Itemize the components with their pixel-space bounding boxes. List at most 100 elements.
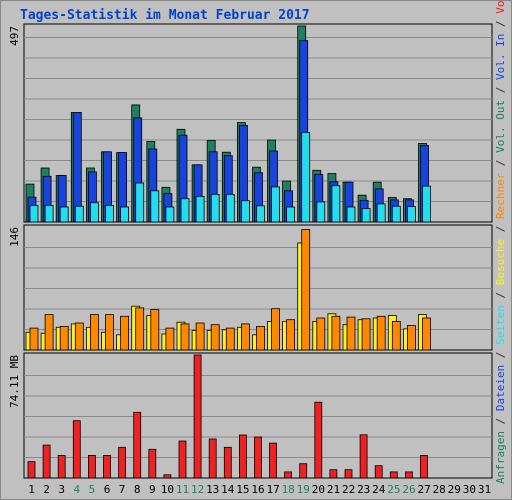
bar-rechner-day-20 (316, 317, 326, 351)
bar-seiten-day-17 (271, 186, 280, 223)
x-tick-label-18: 18 (282, 483, 295, 496)
bar-volumen-day-5 (88, 454, 96, 479)
x-tick-label-10: 10 (161, 483, 174, 496)
bar-volumen-day-3 (57, 454, 66, 479)
bar-seiten-day-23 (361, 208, 371, 223)
bar-seiten-day-10 (165, 206, 175, 223)
legend-entry: Besuche (494, 239, 507, 285)
bar-volumen-day-4 (72, 420, 81, 479)
x-tick-label-16: 16 (251, 483, 264, 496)
x-tick-label-27: 27 (417, 483, 430, 496)
x-tick-label-5: 5 (89, 483, 96, 496)
bar-rechner-day-7 (120, 315, 129, 351)
bar-rechner-day-22 (346, 316, 356, 351)
bar-volumen-day-23 (359, 434, 368, 479)
bar-volumen-day-7 (118, 446, 126, 479)
bar-rechner-day-1 (29, 327, 39, 351)
bar-rechner-day-18 (286, 319, 296, 351)
bar-seiten-day-14 (225, 193, 235, 223)
right-legend: Anfragen / Dateien / Seiten / Besuche / … (494, 0, 507, 484)
bar-rechner-day-10 (165, 327, 175, 351)
bar-volumen-day-20 (314, 401, 323, 479)
bar-seiten-day-19 (301, 132, 311, 223)
legend-entry: / (494, 219, 507, 239)
x-tick-label-7: 7 (119, 483, 126, 496)
bar-volumen-day-14 (223, 446, 232, 479)
bar-seiten-day-3 (59, 206, 69, 223)
bar-seiten-day-7 (120, 206, 129, 223)
bar-seiten-day-13 (210, 193, 220, 223)
bar-rechner-day-26 (406, 325, 416, 351)
x-tick-label-22: 22 (342, 483, 355, 496)
bar-rechner-day-14 (225, 327, 235, 351)
bar-rechner-day-25 (391, 320, 401, 351)
bar-volumen-day-10 (163, 474, 172, 479)
bar-volumen-day-26 (404, 471, 413, 479)
bar-rechner-day-15 (240, 323, 250, 351)
bar-volumen-day-2 (42, 444, 51, 479)
bar-volumen-day-13 (208, 438, 217, 479)
y-max-label-top: 497 (8, 26, 21, 46)
bar-rechner-day-17 (271, 308, 280, 351)
legend-entry: Dateien (494, 365, 507, 411)
bar-seiten-day-16 (256, 205, 265, 223)
bar-rechner-day-4 (74, 322, 84, 351)
legend-entry: Anfragen (494, 431, 507, 484)
bar-rechner-day-21 (331, 315, 341, 351)
bar-volumen-day-16 (254, 436, 262, 479)
x-tick-label-31: 31 (478, 483, 491, 496)
bar-volumen-day-25 (389, 471, 398, 479)
bar-rechner-day-12 (195, 322, 205, 351)
bar-volumen-day-15 (238, 434, 247, 479)
legend-entry: / (494, 80, 507, 100)
x-tick-label-20: 20 (312, 483, 325, 496)
bar-seiten-day-6 (105, 204, 114, 223)
y-max-label-mid: 146 (8, 227, 21, 247)
bar-volumen-day-9 (148, 448, 157, 479)
bar-rechner-day-3 (59, 325, 69, 351)
legend-entry: / (494, 411, 507, 431)
bar-rechner-day-5 (90, 314, 99, 351)
bar-volumen-day-1 (27, 461, 36, 479)
x-tick-label-9: 9 (149, 483, 156, 496)
bar-volumen-day-8 (133, 411, 142, 479)
bar-rechner-day-13 (210, 324, 220, 351)
x-tick-label-19: 19 (297, 483, 310, 496)
bar-rechner-day-6 (105, 314, 114, 351)
bar-seiten-day-9 (150, 190, 160, 223)
legend-entry: / (494, 14, 507, 34)
bar-volumen-day-6 (103, 454, 111, 479)
bar-rechner-day-2 (44, 314, 54, 351)
bar-seiten-day-21 (331, 185, 341, 223)
legend-entry: Vol. In (494, 34, 507, 80)
x-tick-label-8: 8 (134, 483, 141, 496)
x-tick-label-12: 12 (191, 483, 204, 496)
bar-seiten-day-18 (286, 206, 296, 223)
bar-rechner-day-8 (135, 307, 145, 351)
bar-seiten-day-15 (240, 200, 250, 223)
x-tick-label-29: 29 (448, 483, 461, 496)
bar-volumen-day-17 (269, 442, 277, 479)
x-tick-label-4: 4 (73, 483, 80, 496)
bar-rechner-day-19 (301, 229, 311, 351)
x-tick-label-23: 23 (357, 483, 370, 496)
bar-rechner-day-27 (422, 317, 431, 351)
x-tick-label-25: 25 (387, 483, 400, 496)
bar-rechner-day-16 (256, 325, 265, 351)
bar-rechner-day-11 (180, 323, 190, 351)
bar-seiten-day-1 (29, 204, 39, 223)
x-tick-label-1: 1 (28, 483, 35, 496)
legend-entry: Seiten (494, 305, 507, 345)
x-tick-label-21: 21 (327, 483, 340, 496)
bar-volumen-day-19 (299, 463, 308, 479)
bar-seiten-day-22 (346, 206, 356, 223)
bar-seiten-day-24 (376, 203, 386, 223)
legend-entry: / (494, 285, 507, 305)
bar-seiten-day-27 (422, 185, 431, 223)
bar-seiten-day-5 (90, 202, 99, 223)
x-tick-label-24: 24 (372, 483, 386, 496)
x-tick-label-17: 17 (266, 483, 279, 496)
x-tick-label-11: 11 (176, 483, 189, 496)
x-tick-label-26: 26 (402, 483, 415, 496)
bar-seiten-day-8 (135, 182, 145, 223)
